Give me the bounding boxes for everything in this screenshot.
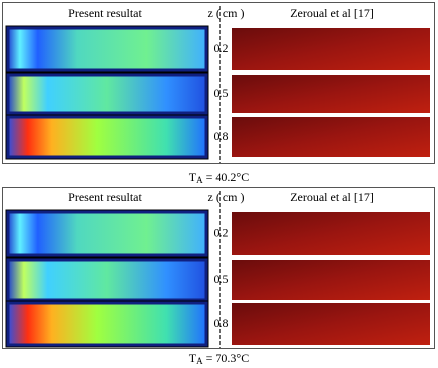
caption-value: = 40.2°C (203, 170, 250, 184)
right-title: Zeroual et al [17] (290, 6, 374, 20)
z-value: 0.8 (214, 316, 229, 330)
panel-frame (2, 2, 435, 164)
image-border (5, 25, 209, 73)
experiment-image (232, 303, 430, 345)
simulation-image (6, 210, 208, 257)
caption-subscript: A (196, 356, 203, 366)
experiment-image (232, 117, 430, 157)
simulation-image (6, 26, 208, 72)
z-value: 0.2 (214, 225, 229, 239)
left-title: Present resultat (68, 190, 142, 204)
caption: TA = 40.2°C (189, 170, 249, 185)
simulation-image (6, 301, 208, 347)
image-border (5, 114, 209, 160)
z-value: 0.5 (214, 272, 229, 286)
simulation-image (6, 258, 208, 302)
axis-label: z ( cm ) (208, 6, 245, 20)
image-border (5, 300, 209, 348)
z-value: 0.2 (214, 41, 229, 55)
caption-symbol: T (189, 351, 197, 365)
z-value: 0.5 (214, 86, 229, 100)
axis-label: z ( cm ) (208, 190, 245, 204)
simulation-image (6, 73, 208, 115)
panel-frame (2, 187, 435, 349)
z-value: 0.8 (214, 129, 229, 143)
experiment-image (232, 75, 430, 113)
simulation-image (6, 115, 208, 159)
right-title: Zeroual et al [17] (290, 190, 374, 204)
caption-value: = 70.3°C (203, 351, 250, 365)
experiment-image (232, 212, 430, 255)
caption: TA = 70.3°C (189, 351, 249, 366)
caption-subscript: A (196, 175, 203, 185)
image-border (5, 209, 209, 258)
experiment-image (232, 28, 430, 70)
left-title: Present resultat (68, 6, 142, 20)
caption-symbol: T (189, 170, 197, 184)
experiment-image (232, 260, 430, 300)
